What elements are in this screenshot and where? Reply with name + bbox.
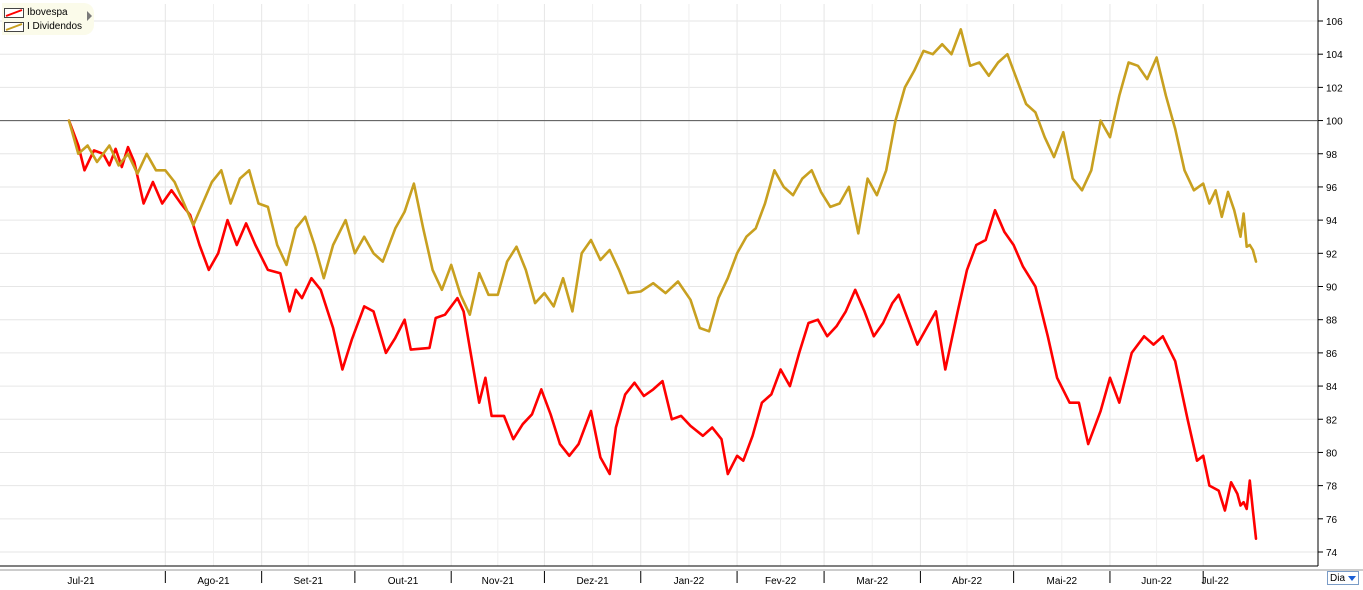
y-tick-label: 100 (1326, 117, 1343, 128)
series-line-ibovespa (67, 119, 1258, 540)
y-tick-label: 86 (1326, 349, 1338, 360)
y-tick-label: 94 (1326, 216, 1338, 227)
y-tick-label: 76 (1326, 515, 1338, 526)
y-tick-label: 88 (1326, 316, 1338, 327)
y-tick-label: 84 (1326, 382, 1338, 393)
y-tick-label: 102 (1326, 83, 1343, 94)
y-tick-label: 104 (1326, 50, 1343, 61)
line-swatch-icon (4, 21, 24, 32)
legend-label: I Dividendos (27, 21, 83, 32)
legend[interactable]: Ibovespa I Dividendos (2, 3, 94, 35)
legend-item-i-dividendos[interactable]: I Dividendos (4, 20, 82, 33)
y-tick-label: 78 (1326, 482, 1338, 493)
x-tick-label: Ago-21 (197, 576, 230, 587)
y-tick-label: 82 (1326, 415, 1338, 426)
period-select-value: Dia (1330, 572, 1346, 584)
expand-arrow-icon[interactable] (87, 11, 92, 21)
legend-item-ibovespa[interactable]: Ibovespa (4, 6, 68, 19)
x-tick-label: Nov-21 (482, 576, 515, 587)
x-tick-label: Mar-22 (856, 576, 888, 587)
line-swatch-icon (4, 7, 24, 18)
y-tick-label: 96 (1326, 183, 1338, 194)
period-select[interactable]: Dia (1327, 571, 1359, 585)
y-tick-label: 92 (1326, 249, 1338, 260)
y-tick-label: 90 (1326, 283, 1338, 294)
x-tick-label: Set-21 (294, 576, 324, 587)
x-tick-label: Abr-22 (952, 576, 982, 587)
x-tick-label: Jun-22 (1141, 576, 1172, 587)
x-tick-label: Jul-21 (67, 576, 95, 587)
x-tick-label: Mai-22 (1047, 576, 1078, 587)
y-tick-label: 106 (1326, 17, 1343, 28)
series-line-i-dividendos (67, 28, 1258, 333)
x-tick-label: Dez-21 (576, 576, 609, 587)
chevron-down-icon (1348, 576, 1356, 581)
y-tick-label: 74 (1326, 548, 1338, 559)
y-tick-label: 80 (1326, 448, 1338, 459)
x-tick-label: Out-21 (388, 576, 419, 587)
legend-label: Ibovespa (27, 7, 68, 18)
x-tick-label: Jul-22 (1202, 576, 1230, 587)
y-tick-label: 98 (1326, 150, 1338, 161)
x-tick-label: Fev-22 (765, 576, 797, 587)
x-tick-label: Jan-22 (674, 576, 705, 587)
